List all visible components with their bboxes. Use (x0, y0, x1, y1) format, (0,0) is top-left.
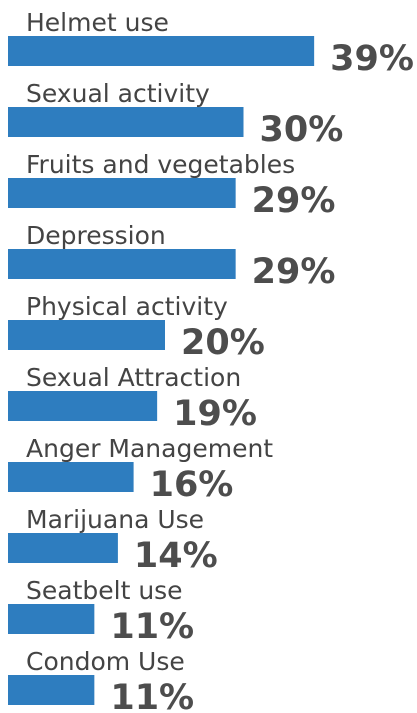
value-label: 30% (260, 110, 344, 150)
bar (8, 178, 236, 208)
value-label: 19% (173, 394, 257, 434)
category-label: Helmet use (26, 8, 169, 37)
bar (8, 249, 236, 279)
category-label: Sexual activity (26, 79, 210, 108)
category-label: Physical activity (26, 292, 228, 321)
bar (8, 462, 134, 492)
category-label: Fruits and vegetables (26, 150, 295, 179)
bar (8, 533, 118, 563)
value-label: 11% (110, 678, 194, 713)
category-label: Marijuana Use (26, 505, 204, 534)
value-label: 14% (134, 536, 218, 576)
value-label: 20% (181, 323, 265, 363)
category-label: Sexual Attraction (26, 363, 241, 392)
category-label: Condom Use (26, 647, 185, 676)
category-label: Anger Management (26, 434, 273, 463)
bar (8, 675, 95, 705)
value-label: 11% (110, 607, 194, 647)
value-label: 29% (252, 252, 336, 292)
value-label: 29% (252, 181, 336, 221)
category-label: Seatbelt use (26, 576, 183, 605)
bar (8, 320, 165, 350)
bar (8, 107, 244, 137)
value-label: 16% (150, 465, 234, 505)
value-label: 39% (330, 39, 414, 79)
bar (8, 604, 95, 634)
bar (8, 36, 315, 66)
category-label: Depression (26, 221, 166, 250)
bar (8, 391, 158, 421)
